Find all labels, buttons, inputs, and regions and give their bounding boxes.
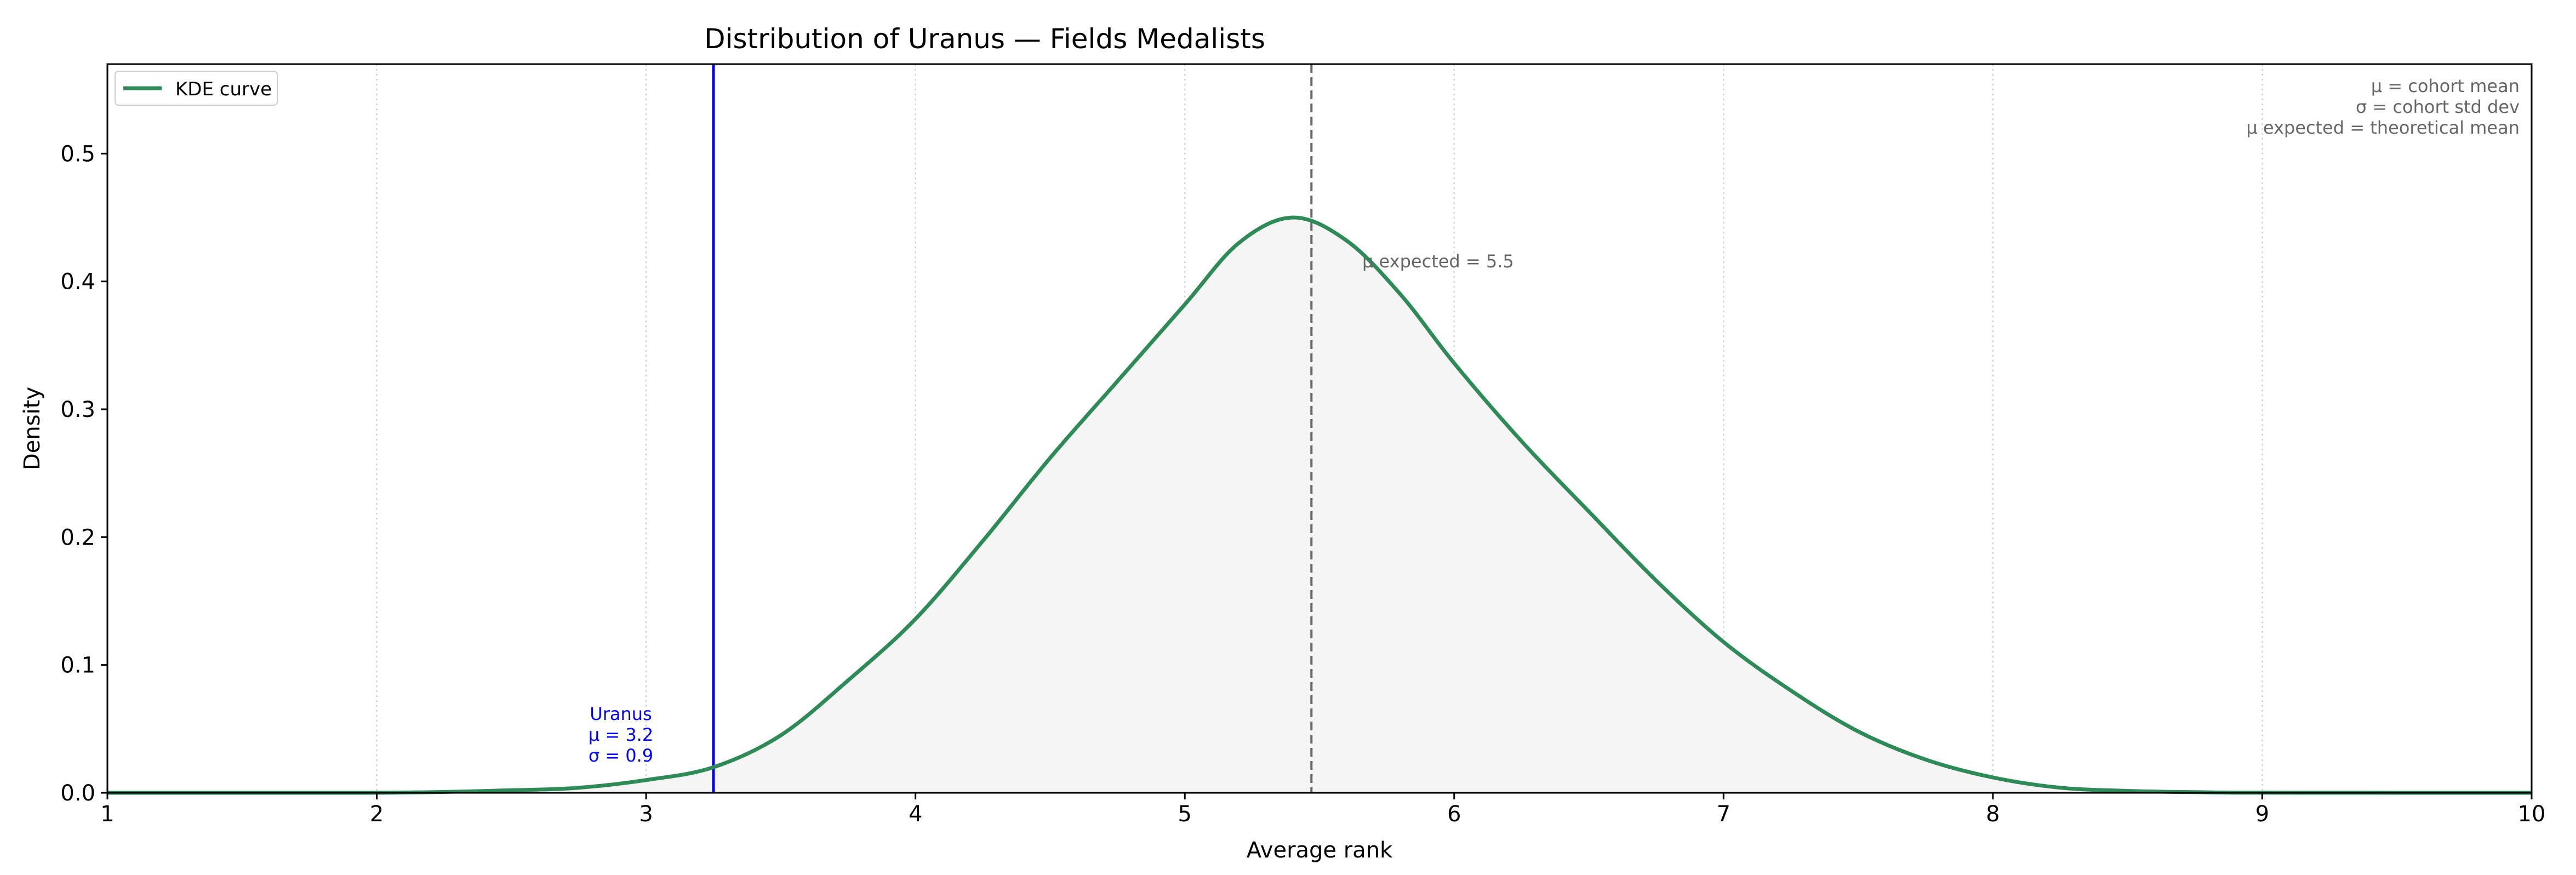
- x-tick-label: 5: [1178, 802, 1191, 827]
- x-tick-label: 3: [639, 802, 653, 827]
- legend: KDE curve: [115, 71, 278, 106]
- reference-lines: [712, 64, 1313, 793]
- key-annotation: μ = cohort mean σ = cohort std dev μ exp…: [2246, 76, 2520, 138]
- y-tick-label: 0.3: [60, 397, 95, 422]
- kde-curve: [107, 215, 2532, 795]
- x-tick-label: 1: [100, 802, 114, 827]
- y-tick-label: 0.1: [60, 653, 95, 678]
- x-tick-label: 2: [370, 802, 384, 827]
- x-tick-label: 4: [909, 802, 922, 827]
- y-axis-ticks: 0.0 0.1 0.2 0.3 0.4 0.5: [60, 141, 107, 806]
- x-tick-label: 9: [2255, 802, 2269, 827]
- uranus-annotation: Uranus μ = 3.2 σ = 0.9: [589, 704, 653, 766]
- uranus-label: Uranus: [590, 704, 652, 724]
- plot-frame: [106, 63, 2533, 794]
- legend-box: [115, 71, 278, 106]
- uranus-mean-label: μ = 3.2: [589, 724, 653, 745]
- key-line-expected: μ expected = theoretical mean: [2246, 117, 2520, 138]
- legend-label-kde: KDE curve: [175, 78, 272, 100]
- x-axis-label: Average rank: [1247, 838, 1393, 863]
- uranus-std-label: σ = 0.9: [589, 745, 653, 766]
- key-line-mean: μ = cohort mean: [2371, 76, 2520, 96]
- kde-fill-area: [107, 217, 2532, 793]
- x-tick-label: 6: [1447, 802, 1461, 827]
- y-tick-label: 0.2: [60, 525, 95, 550]
- x-tick-label: 10: [2518, 802, 2546, 827]
- chart-title: Distribution of Uranus — Fields Medalist…: [704, 23, 1265, 55]
- x-axis-ticks: 1 2 3 4 5 6 7 8 9 10: [100, 793, 2545, 827]
- expected-mean-label: μ expected = 5.5: [1362, 251, 1514, 272]
- y-tick-label: 0.5: [60, 141, 95, 167]
- y-tick-label: 0.4: [60, 270, 95, 295]
- x-tick-label: 7: [1717, 802, 1730, 827]
- y-tick-label: 0.0: [60, 781, 95, 806]
- x-tick-label: 8: [1986, 802, 2000, 827]
- key-line-std: σ = cohort std dev: [2356, 96, 2520, 117]
- y-axis-label: Density: [20, 387, 45, 470]
